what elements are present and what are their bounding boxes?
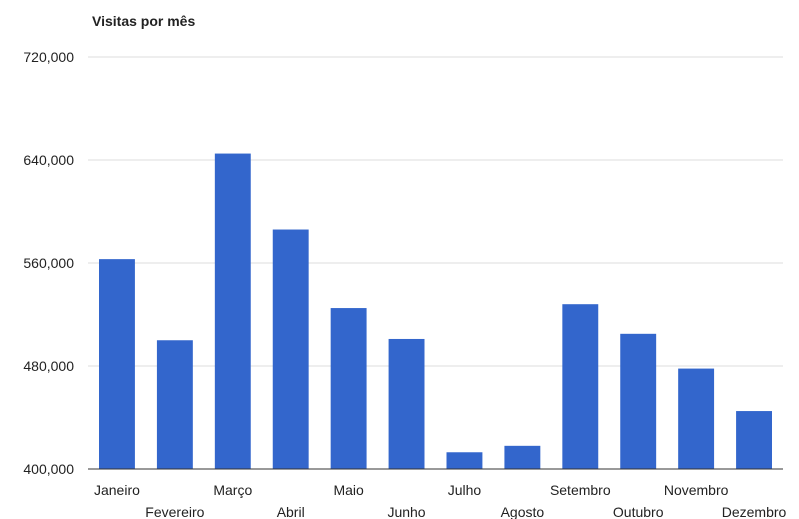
- bar-julho[interactable]: [446, 452, 483, 469]
- x-tick-label: Outubro: [613, 504, 664, 519]
- bar-abril[interactable]: [272, 229, 309, 469]
- x-tick-label: Dezembro: [722, 504, 787, 519]
- x-tick-label: Maio: [333, 482, 364, 498]
- x-tick-label: Junho: [387, 504, 425, 519]
- x-tick-label: Julho: [448, 482, 482, 498]
- bar-março[interactable]: [214, 153, 251, 469]
- y-axis-tick-labels: 400,000 480,000 560,000 640,000 720,000: [23, 49, 74, 477]
- bar-dezembro[interactable]: [736, 411, 772, 469]
- bars: [99, 153, 772, 469]
- chart-title: Visitas por mês: [92, 13, 195, 29]
- x-tick-label: Setembro: [550, 482, 611, 498]
- y-tick-label: 480,000: [23, 358, 74, 374]
- y-tick-label: 640,000: [23, 152, 74, 168]
- gridlines: [88, 56, 783, 367]
- x-tick-label: Agosto: [501, 504, 545, 519]
- y-tick-label: 720,000: [23, 49, 74, 65]
- x-tick-label: Abril: [277, 504, 305, 519]
- bar-junho[interactable]: [388, 338, 425, 469]
- bar-agosto[interactable]: [504, 445, 541, 469]
- y-tick-label: 400,000: [23, 461, 74, 477]
- bar-janeiro[interactable]: [99, 259, 135, 469]
- x-tick-label: Novembro: [664, 482, 729, 498]
- bar-maio[interactable]: [330, 308, 367, 469]
- x-axis-category-labels: Janeiro Fevereiro Março Abril Maio Junho Julho…: [94, 482, 787, 519]
- bar-outubro[interactable]: [620, 333, 657, 469]
- x-tick-label: Março: [213, 482, 252, 498]
- y-tick-label: 560,000: [23, 255, 74, 271]
- bar-fevereiro[interactable]: [156, 340, 193, 469]
- bar-novembro[interactable]: [678, 368, 715, 469]
- x-tick-label: Janeiro: [94, 482, 140, 498]
- x-tick-label: Fevereiro: [145, 504, 204, 519]
- bar-setembro[interactable]: [562, 304, 599, 469]
